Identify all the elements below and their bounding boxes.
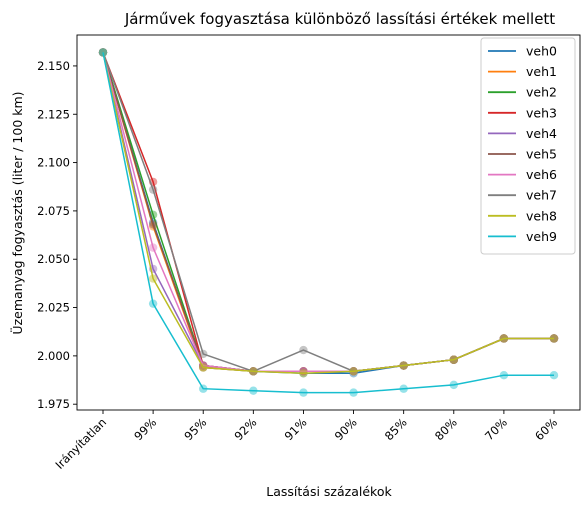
y-tick-label: 2.000 xyxy=(37,349,70,363)
data-point-veh7 xyxy=(199,349,208,359)
y-tick-label: 1.975 xyxy=(37,397,70,411)
data-point-veh9 xyxy=(148,299,158,308)
legend-label-veh1: veh1 xyxy=(526,64,557,79)
legend-label-veh6: veh6 xyxy=(526,167,557,182)
y-tick-label: 2.075 xyxy=(37,204,70,218)
y-tick-label: 2.100 xyxy=(37,156,70,170)
data-point-veh3 xyxy=(98,48,108,57)
legend-label-veh8: veh8 xyxy=(526,208,557,223)
data-point-veh7 xyxy=(98,48,108,57)
data-point-veh6 xyxy=(98,48,108,57)
x-tick-label: 90% xyxy=(332,415,360,443)
data-point-veh5 xyxy=(98,48,108,57)
plot-frame xyxy=(76,34,581,411)
data-point-veh8 xyxy=(549,334,559,343)
legend-label-veh3: veh3 xyxy=(526,105,557,120)
legend-label-veh4: veh4 xyxy=(526,126,557,141)
x-tick-label: 95% xyxy=(181,415,209,443)
data-point-veh8 xyxy=(349,367,358,376)
data-point-veh9 xyxy=(349,388,358,397)
x-tick-label: Irányítatlan xyxy=(53,415,110,472)
data-point-veh8 xyxy=(449,355,458,364)
legend-label-veh2: veh2 xyxy=(526,85,557,100)
series-line-veh8 xyxy=(102,52,554,375)
data-point-veh5 xyxy=(148,220,158,229)
x-axis-label: Lassítási százalékok xyxy=(266,484,392,499)
data-point-veh9 xyxy=(199,384,208,393)
data-point-veh8 xyxy=(249,367,258,376)
y-tick-label: 2.025 xyxy=(37,301,70,315)
data-point-veh0 xyxy=(98,48,108,57)
legend-label-veh5: veh5 xyxy=(526,147,557,162)
data-point-veh8 xyxy=(199,363,208,372)
data-point-veh6 xyxy=(148,243,158,252)
data-point-veh7 xyxy=(148,185,158,194)
data-point-veh8 xyxy=(399,361,408,370)
x-tick-label: 91% xyxy=(282,415,310,443)
data-point-veh9 xyxy=(549,371,559,380)
data-point-veh8 xyxy=(299,369,308,378)
data-point-veh7 xyxy=(299,345,308,355)
chart-title: Járművek fogyasztása különböző lassítási… xyxy=(124,10,555,28)
data-point-veh9 xyxy=(299,388,308,397)
legend: veh0 veh1 veh2 veh3 veh4 veh5 veh6 veh7 veh8 veh9 xyxy=(480,37,576,255)
y-tick-label: 2.050 xyxy=(37,252,70,266)
data-point-veh8 xyxy=(98,48,108,57)
legend-label-veh9: veh9 xyxy=(526,229,557,244)
legend-label-veh0: veh0 xyxy=(526,44,557,59)
data-point-veh9 xyxy=(249,386,258,395)
legend-label-veh7: veh7 xyxy=(526,188,557,203)
x-tick-label: 99% xyxy=(131,415,159,443)
data-point-veh9 xyxy=(449,380,458,390)
plot-area: 1.975 2.000 2.025 2.050 2.075 2.100 2.125 2.150… xyxy=(37,34,581,472)
y-axis-label: Üzemanyag fogyasztás (liter / 100 km) xyxy=(9,91,25,334)
x-tick-label: 70% xyxy=(482,415,510,443)
x-tick-label: 80% xyxy=(432,415,460,443)
data-point-veh9 xyxy=(98,48,108,57)
series-line-veh9 xyxy=(102,52,554,394)
data-point-veh8 xyxy=(499,334,509,343)
data-point-veh9 xyxy=(399,384,408,393)
y-tick-label: 2.125 xyxy=(37,107,70,121)
x-tick-label: 85% xyxy=(382,415,410,443)
x-tick-label: 60% xyxy=(532,415,560,443)
data-point-veh9 xyxy=(499,371,509,380)
data-point-veh2 xyxy=(98,48,108,57)
data-point-veh4 xyxy=(98,48,108,57)
x-tick-label: 92% xyxy=(231,415,259,443)
y-tick-label: 2.150 xyxy=(37,59,70,73)
data-point-veh8 xyxy=(148,274,158,283)
data-point-veh1 xyxy=(98,48,108,57)
